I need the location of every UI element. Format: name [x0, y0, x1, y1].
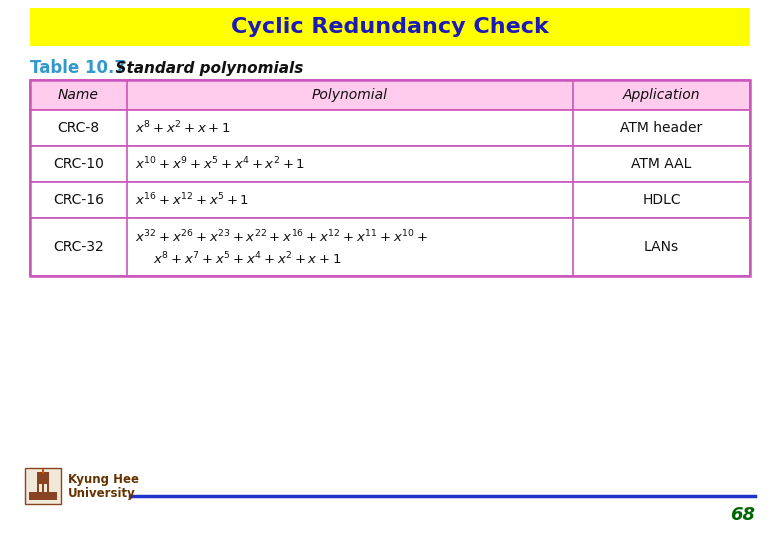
Bar [30, 80, 750, 110]
Text: LANs: LANs [644, 240, 679, 254]
Text: Polynomial: Polynomial [312, 88, 388, 102]
Bar [30, 146, 750, 182]
Text: Table 10.7: Table 10.7 [30, 59, 126, 77]
Bar [30, 8, 750, 46]
Text: CRC-10: CRC-10 [53, 157, 104, 171]
Text: CRC-32: CRC-32 [53, 240, 104, 254]
Text: Application: Application [622, 88, 700, 102]
Text: HDLC: HDLC [642, 193, 681, 207]
Text: CRC-16: CRC-16 [53, 193, 104, 207]
Text: CRC-8: CRC-8 [58, 121, 100, 135]
Text: Kyung Hee: Kyung Hee [68, 474, 139, 487]
Bar [39, 484, 42, 492]
Bar [30, 80, 750, 276]
Text: Name: Name [58, 88, 99, 102]
Text: $x^{32}+x^{26}+x^{23}+x^{22}+x^{16}+x^{12}+x^{11}+x^{10}+$: $x^{32}+x^{26}+x^{23}+x^{22}+x^{16}+x^{1… [135, 229, 428, 246]
Bar [44, 484, 47, 492]
Text: $x^{10}+x^{9}+x^{5}+x^{4}+x^{2}+1$: $x^{10}+x^{9}+x^{5}+x^{4}+x^{2}+1$ [135, 156, 305, 172]
Text: 68: 68 [730, 506, 755, 524]
Bar [29, 492, 57, 500]
Text: University: University [68, 488, 136, 501]
Bar [37, 472, 49, 492]
Text: Cyclic Redundancy Check: Cyclic Redundancy Check [231, 17, 549, 37]
Bar [30, 218, 750, 276]
Bar [30, 110, 750, 146]
Bar [30, 182, 750, 218]
Text: ATM AAL: ATM AAL [631, 157, 692, 171]
Text: ATM header: ATM header [620, 121, 703, 135]
Text: $x^{16}+x^{12}+x^{5}+1$: $x^{16}+x^{12}+x^{5}+1$ [135, 192, 249, 208]
Text: Standard polynomials: Standard polynomials [105, 60, 303, 76]
Bar [25, 468, 61, 504]
Text: $x^{8}+x^{2}+x+1$: $x^{8}+x^{2}+x+1$ [135, 120, 231, 136]
Bar [42, 469, 44, 474]
Text: $x^{8}+x^{7}+x^{5}+x^{4}+x^{2}+x+1$: $x^{8}+x^{7}+x^{5}+x^{4}+x^{2}+x+1$ [153, 251, 342, 267]
